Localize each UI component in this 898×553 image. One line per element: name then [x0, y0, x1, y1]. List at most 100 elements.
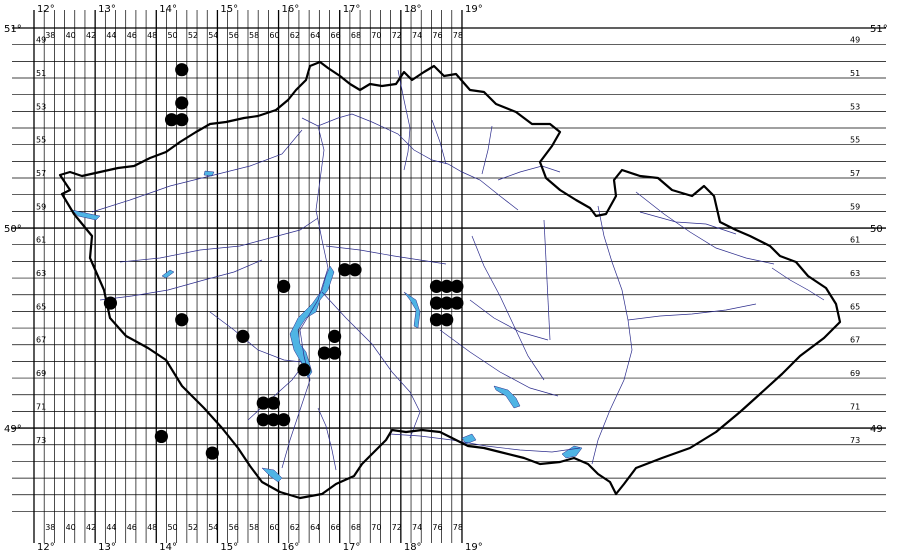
becva-river: [627, 303, 757, 321]
occurrence-dot: [277, 413, 291, 427]
malse-river: [317, 407, 337, 471]
column-label-top: 66: [331, 31, 341, 40]
row-label-right: 59: [850, 202, 860, 211]
row-label-left: 61: [36, 236, 46, 245]
longitude-label-bottom: 12°: [37, 542, 55, 553]
ohre-river: [91, 129, 303, 213]
reservoir: [71, 209, 101, 221]
occurrence-dot: [440, 296, 454, 310]
row-label-left: 65: [36, 302, 46, 311]
occurrence-dot: [266, 413, 281, 427]
occurrence-dot: [175, 113, 189, 127]
row-label-right: 51: [850, 69, 860, 78]
column-label-bottom: 64: [310, 523, 320, 532]
row-label-left: 49: [36, 36, 46, 45]
row-label-right: 57: [850, 169, 860, 178]
column-label-top: 78: [453, 31, 463, 40]
berounka-river: [119, 217, 319, 263]
row-label-right: 67: [850, 336, 860, 345]
cidlina-river: [431, 119, 447, 165]
occurrence-dot: [164, 113, 179, 127]
sazava-river: [325, 245, 447, 265]
row-label-right: 73: [850, 436, 860, 445]
column-label-bottom: 46: [127, 523, 137, 532]
column-label-top: 40: [66, 31, 76, 40]
occurrence-dot: [103, 296, 118, 310]
occurrence-dot: [277, 279, 291, 293]
row-label-left: 55: [36, 136, 46, 145]
column-label-bottom: 70: [371, 523, 381, 532]
occurrence-dot: [297, 363, 311, 377]
column-label-top: 56: [229, 31, 239, 40]
column-label-top: 64: [310, 31, 320, 40]
occurrence-dot: [266, 396, 281, 410]
state-border: [58, 60, 842, 500]
luznice-river: [321, 291, 421, 439]
svitava-river: [543, 219, 551, 341]
longitude-label-bottom: 18°: [404, 542, 422, 553]
longitude-label-top: 16°: [282, 4, 300, 15]
column-label-bottom: 58: [249, 523, 259, 532]
row-label-left: 73: [36, 436, 46, 445]
longitude-label-bottom: 16°: [282, 542, 300, 553]
column-label-top: 58: [249, 31, 259, 40]
row-label-right: 53: [850, 102, 860, 111]
row-label-left: 59: [36, 202, 46, 211]
latitude-label-right: 50: [870, 224, 883, 235]
row-label-right: 55: [850, 136, 860, 145]
column-label-top: 38: [45, 31, 55, 40]
longitude-label-top: 15°: [220, 4, 238, 15]
column-label-top: 50: [167, 31, 177, 40]
column-label-bottom: 42: [86, 523, 96, 532]
longitude-label-top: 18°: [404, 4, 422, 15]
column-label-top: 76: [432, 31, 442, 40]
row-label-left: 67: [36, 336, 46, 345]
longitude-label-top: 14°: [159, 4, 177, 15]
grid-labels: 38 38 40 40 42 42 44 44 46 46 48 48 50 50 52 52 54 54 56 56…: [4, 4, 888, 553]
reservoir: [203, 170, 215, 177]
vltava-river: [281, 125, 329, 469]
row-label-right: 65: [850, 302, 860, 311]
longitude-label-top: 13°: [98, 4, 116, 15]
row-label-right: 49: [850, 36, 860, 45]
longitude-label-top: 12°: [37, 4, 55, 15]
column-label-bottom: 54: [208, 523, 218, 532]
column-label-bottom: 40: [66, 523, 76, 532]
occurrence-dot: [338, 263, 352, 277]
longitude-label-top: 19°: [465, 4, 483, 15]
occurrence-dots: [103, 63, 464, 460]
column-label-bottom: 48: [147, 523, 157, 532]
latitude-label-left: 50°: [4, 224, 22, 235]
column-label-bottom: 50: [167, 523, 177, 532]
nove-mlyny-reservoir: [561, 445, 583, 459]
upa-river: [481, 125, 493, 175]
otava-river: [209, 311, 303, 363]
row-label-right: 69: [850, 369, 860, 378]
row-label-right: 71: [850, 402, 860, 411]
column-label-top: 44: [106, 31, 116, 40]
reservoir: [403, 291, 421, 329]
row-label-left: 53: [36, 102, 46, 111]
column-label-bottom: 56: [229, 523, 239, 532]
column-label-bottom: 38: [45, 523, 55, 532]
lipno-reservoir: [261, 467, 283, 483]
column-label-bottom: 60: [269, 523, 279, 532]
dyje-river: [389, 433, 581, 453]
column-label-bottom: 62: [290, 523, 300, 532]
column-label-top: 54: [208, 31, 218, 40]
row-label-left: 51: [36, 69, 46, 78]
reservoir: [161, 269, 175, 279]
occurrence-dot: [236, 329, 250, 343]
olse-river: [771, 267, 825, 301]
occurrence-dot: [256, 396, 270, 410]
latitude-label-left: 49°: [4, 424, 22, 435]
occurrence-dot: [429, 279, 444, 293]
row-label-right: 61: [850, 236, 860, 245]
row-label-left: 71: [36, 402, 46, 411]
occurrence-dot: [317, 346, 332, 360]
orlik-reservoir: [289, 265, 335, 379]
column-label-bottom: 76: [432, 523, 442, 532]
occurrence-dot: [175, 63, 189, 77]
row-label-left: 69: [36, 369, 46, 378]
grid-lines: [12, 10, 886, 543]
